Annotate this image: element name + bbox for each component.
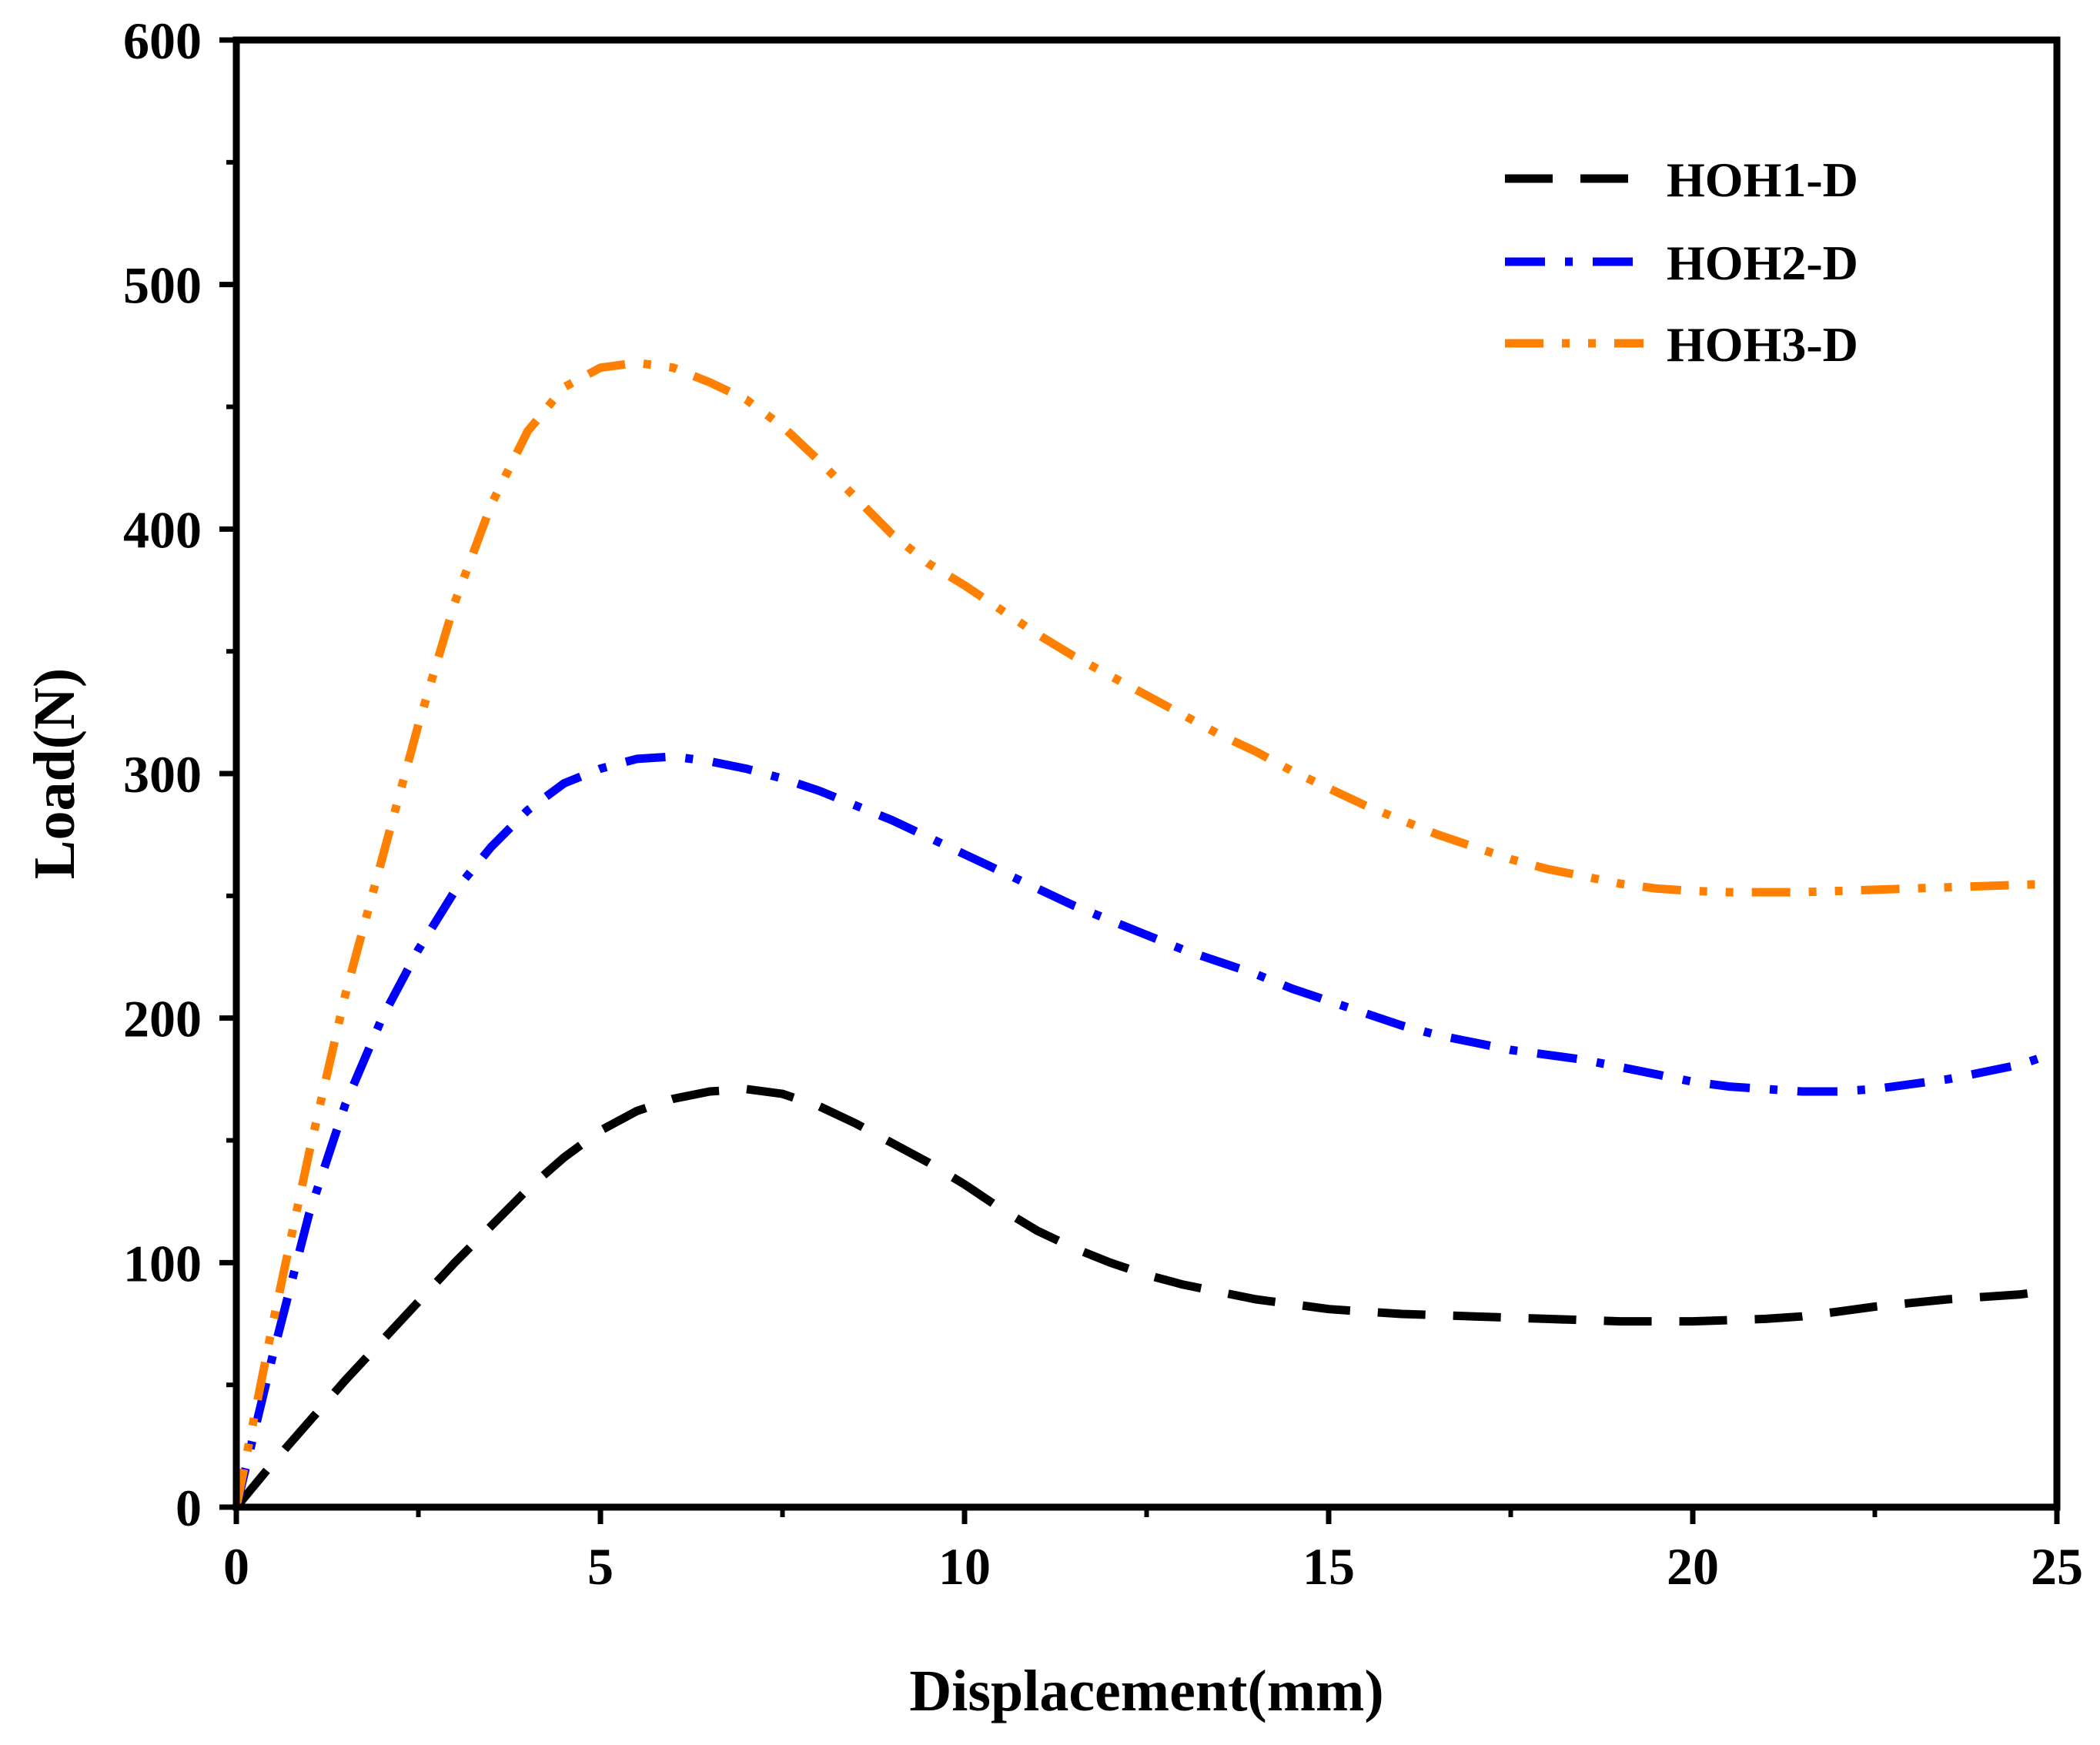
y-tick-label: 200 [123,990,202,1048]
series-layer [232,358,2058,1510]
y-tick-label: 500 [123,256,202,315]
x-tick-label: 0 [223,1537,249,1596]
x-tick-label: 5 [587,1537,614,1596]
y-tick-label: 600 [123,12,202,70]
y-tick-label: 300 [123,745,202,804]
series-line-hoh2-d [232,752,2058,1509]
y-tick-label: 400 [123,500,202,559]
x-tick-label: 20 [1667,1537,1719,1596]
y-tick-label: 100 [123,1234,202,1292]
legend: HOH1-D HOH2-D HOH3-D [1505,152,1858,372]
series-line-hoh3-d [232,358,2058,1509]
x-axis-label: Displacement(mm) [909,1659,1383,1723]
x-tick-label: 10 [938,1537,991,1596]
x-tick-label: 15 [1302,1537,1355,1596]
legend-label-hoh3-d: HOH3-D [1667,317,1858,372]
series-line-hoh1-d [232,1085,2058,1510]
y-tick-label: 0 [176,1479,202,1537]
legend-label-hoh1-d: HOH1-D [1667,152,1858,207]
y-axis-label: Load(N) [22,668,87,879]
legend-label-hoh2-d: HOH2-D [1667,236,1858,290]
x-tick-label: 25 [2031,1537,2083,1596]
ticks-layer: 0 5 10 15 20 25 0 100 200 300 400 500 600 [123,12,2083,1596]
